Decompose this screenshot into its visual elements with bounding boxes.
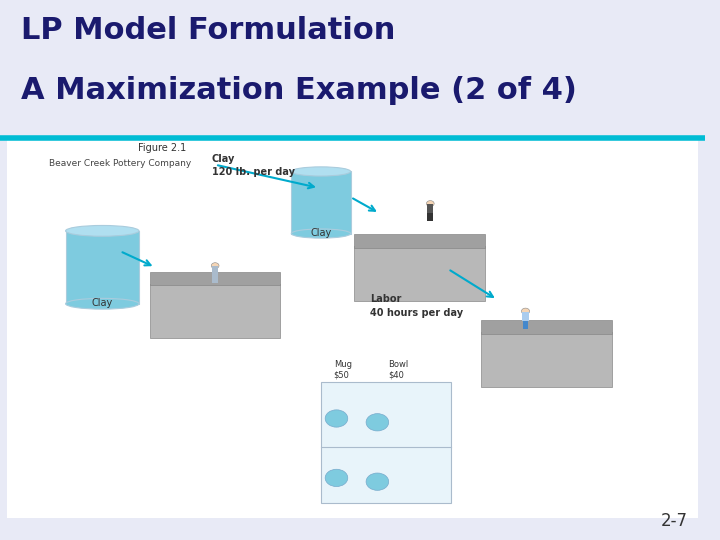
FancyBboxPatch shape: [150, 272, 280, 286]
Ellipse shape: [292, 167, 351, 176]
FancyBboxPatch shape: [212, 266, 218, 275]
FancyBboxPatch shape: [354, 234, 485, 248]
Circle shape: [521, 308, 530, 314]
FancyBboxPatch shape: [150, 284, 280, 339]
Text: Clay: Clay: [91, 298, 113, 308]
FancyBboxPatch shape: [212, 275, 218, 283]
Circle shape: [325, 469, 348, 487]
Text: Labor
40 hours per day: Labor 40 hours per day: [370, 294, 464, 318]
Ellipse shape: [292, 229, 351, 238]
Circle shape: [366, 414, 389, 431]
Text: A Maximization Example (2 of 4): A Maximization Example (2 of 4): [21, 76, 577, 105]
Circle shape: [426, 200, 434, 206]
FancyBboxPatch shape: [427, 204, 433, 213]
FancyBboxPatch shape: [428, 213, 433, 221]
Text: Beaver Creek Pottery Company: Beaver Creek Pottery Company: [50, 159, 192, 168]
FancyBboxPatch shape: [482, 332, 612, 387]
Ellipse shape: [66, 226, 139, 237]
Text: Mug
$50: Mug $50: [333, 360, 351, 379]
Text: LP Model Formulation: LP Model Formulation: [21, 16, 395, 45]
Text: Clay
120 lb. per day: Clay 120 lb. per day: [212, 154, 294, 177]
FancyBboxPatch shape: [354, 246, 485, 301]
Circle shape: [211, 262, 219, 269]
Circle shape: [325, 410, 348, 427]
Circle shape: [366, 473, 389, 490]
FancyBboxPatch shape: [523, 321, 528, 329]
FancyBboxPatch shape: [482, 320, 612, 334]
Bar: [292, 172, 351, 233]
Text: Bowl
$40: Bowl $40: [388, 360, 408, 379]
FancyBboxPatch shape: [321, 382, 451, 503]
Text: Figure 2.1: Figure 2.1: [138, 143, 186, 153]
Text: 2-7: 2-7: [661, 512, 688, 530]
Ellipse shape: [66, 298, 139, 309]
Bar: [66, 231, 139, 303]
FancyBboxPatch shape: [7, 140, 698, 518]
Text: Clay: Clay: [310, 228, 332, 239]
FancyBboxPatch shape: [522, 312, 529, 321]
